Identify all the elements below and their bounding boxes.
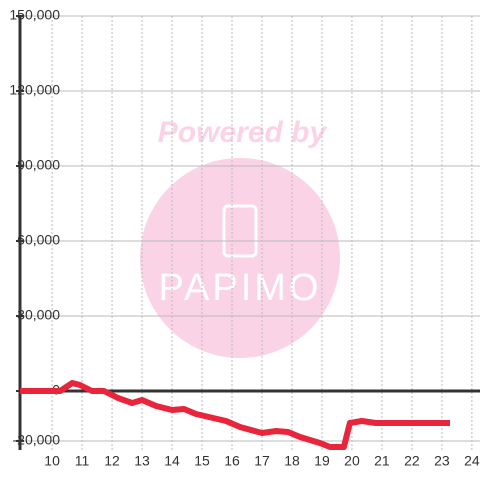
x-tick-label: 23 [434,453,450,469]
y-tick-label: 60,000 [17,232,60,248]
x-tick-label: 17 [254,453,270,469]
watermark: Powered by PAPIMO [140,116,340,358]
x-tick-label: 18 [284,453,300,469]
line [20,380,451,450]
x-tick-label: 11 [75,453,90,469]
x-tick-label: 10 [44,453,60,469]
x-tick-label: 22 [404,453,420,469]
x-tick-label: 14 [164,453,180,469]
y-tick-label: 90,000 [17,157,60,173]
x-tick-label: 20 [344,453,360,469]
x-tick-label: 13 [134,453,150,469]
y-tick-label: 150,000 [9,7,60,23]
x-tick-label: 24 [464,453,480,469]
y-tick-label: -20,000 [13,432,61,448]
watermark-logo: PAPIMO [159,267,322,309]
x-tick-label: 19 [314,453,330,469]
watermark-text: Powered by [158,116,328,149]
x-tick-label: 21 [374,453,390,469]
watermark-icon [222,204,258,258]
y-tick-label: 30,000 [17,307,60,323]
x-tick-label: 12 [104,453,120,469]
watermark-circle [140,158,340,358]
y-tick-label: 120,000 [9,82,60,98]
x-tick-label: 16 [224,453,240,469]
x-tick-label: 15 [194,453,210,469]
